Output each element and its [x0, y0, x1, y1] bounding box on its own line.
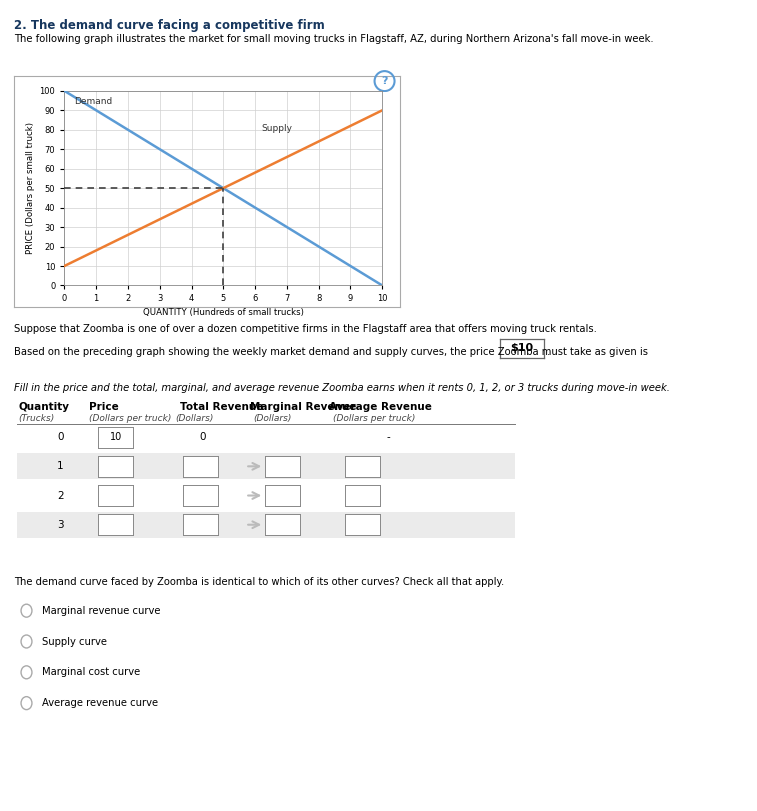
- Text: Total Revenue: Total Revenue: [180, 402, 263, 412]
- Text: Supply curve: Supply curve: [42, 637, 107, 646]
- Text: Average Revenue: Average Revenue: [329, 402, 432, 412]
- Text: (Dollars): (Dollars): [176, 414, 214, 423]
- Text: Marginal Revenue: Marginal Revenue: [250, 402, 357, 412]
- Text: Fill in the price and the total, marginal, and average revenue Zoomba earns when: Fill in the price and the total, margina…: [14, 383, 669, 393]
- Text: Based on the preceding graph showing the weekly market demand and supply curves,: Based on the preceding graph showing the…: [14, 347, 648, 357]
- Text: 1: 1: [57, 461, 64, 471]
- Text: 10: 10: [110, 432, 122, 442]
- Text: (Dollars): (Dollars): [253, 414, 291, 423]
- Y-axis label: PRICE (Dollars per small truck): PRICE (Dollars per small truck): [26, 122, 36, 254]
- X-axis label: QUANTITY (Hundreds of small trucks): QUANTITY (Hundreds of small trucks): [143, 307, 304, 316]
- Text: Quantity: Quantity: [18, 402, 69, 412]
- Text: 0: 0: [200, 432, 206, 442]
- Text: Marginal revenue curve: Marginal revenue curve: [42, 606, 160, 616]
- Text: Average revenue curve: Average revenue curve: [42, 698, 157, 708]
- Text: .: .: [547, 347, 550, 357]
- Text: Demand: Demand: [74, 97, 112, 105]
- Text: -: -: [386, 432, 390, 442]
- Text: Supply: Supply: [261, 124, 292, 133]
- Text: Marginal cost curve: Marginal cost curve: [42, 667, 140, 677]
- Text: The following graph illustrates the market for small moving trucks in Flagstaff,: The following graph illustrates the mark…: [14, 34, 653, 44]
- Text: 2: 2: [57, 491, 64, 500]
- Text: (Dollars per truck): (Dollars per truck): [89, 414, 172, 423]
- Text: (Dollars per truck): (Dollars per truck): [333, 414, 416, 423]
- Text: 0: 0: [57, 432, 64, 442]
- Text: Price: Price: [89, 402, 119, 412]
- Text: $10: $10: [510, 343, 533, 354]
- Text: Suppose that Zoomba is one of over a dozen competitive firms in the Flagstaff ar: Suppose that Zoomba is one of over a doz…: [14, 324, 597, 334]
- Text: 2. The demand curve facing a competitive firm: 2. The demand curve facing a competitive…: [14, 19, 325, 32]
- Text: (Trucks): (Trucks): [18, 414, 55, 423]
- Text: ?: ?: [382, 76, 388, 86]
- Text: The demand curve faced by Zoomba is identical to which of its other curves? Chec: The demand curve faced by Zoomba is iden…: [14, 577, 504, 586]
- Text: 3: 3: [57, 520, 64, 530]
